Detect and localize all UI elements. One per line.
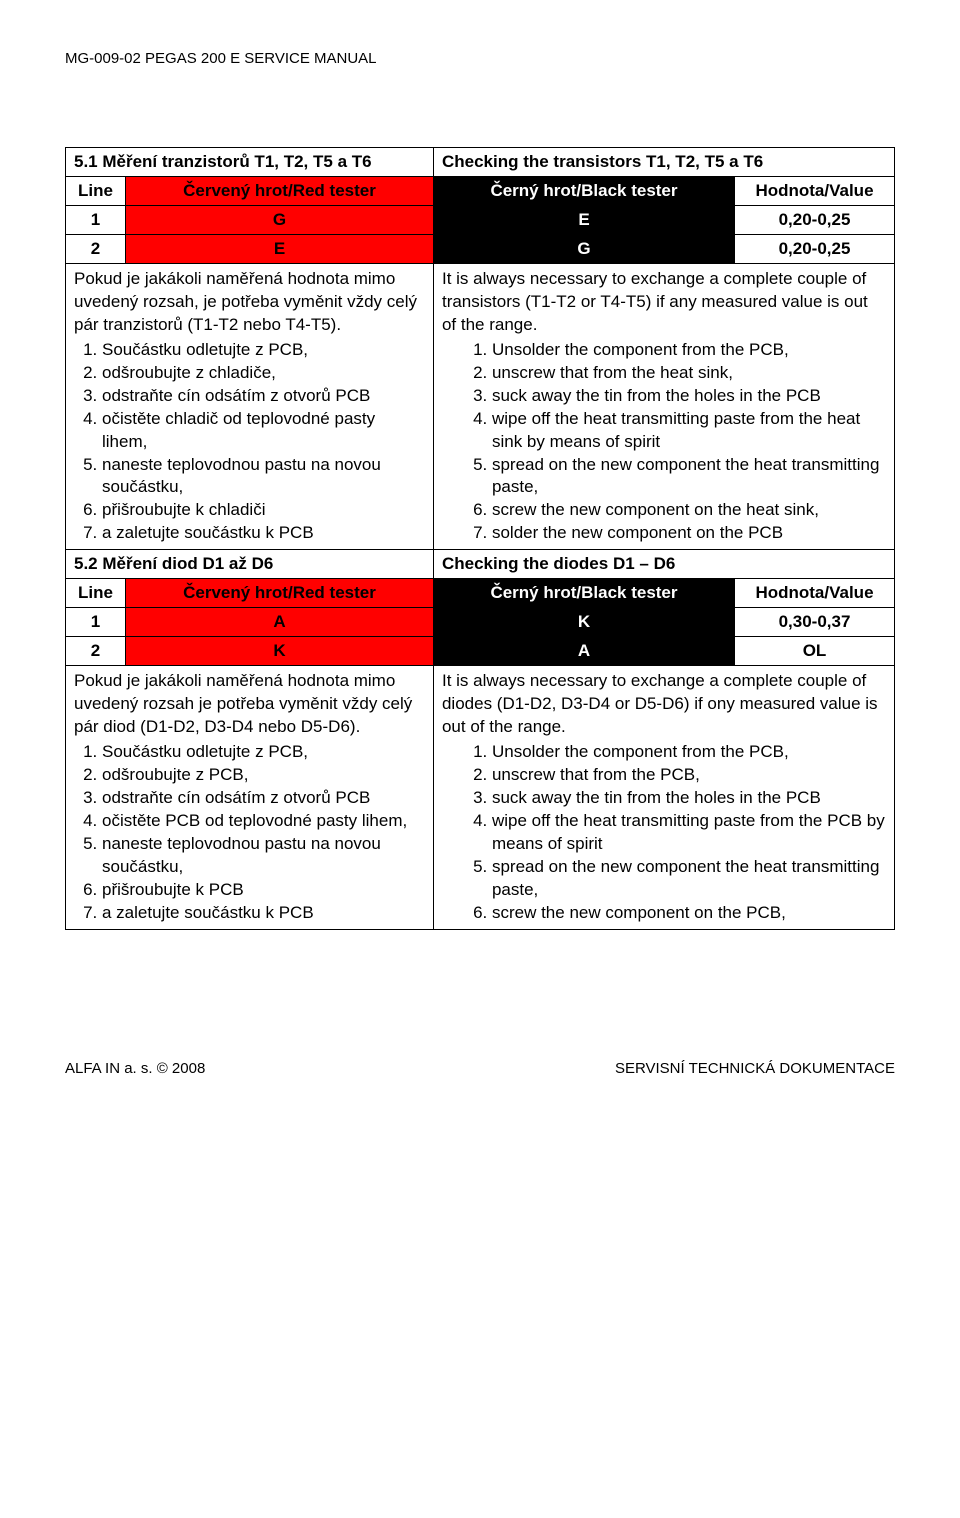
section2-header-row: Line Červený hrot/Red tester Černý hrot/… <box>66 579 895 608</box>
section2-row1: 1 A K 0,30-0,37 <box>66 608 895 637</box>
section2-instructions-left: Pokud je jakákoli naměřená hodnota mimo … <box>66 666 434 929</box>
section1-row1-red: G <box>126 206 434 235</box>
section2-header-red: Červený hrot/Red tester <box>126 579 434 608</box>
list-item: očistěte PCB od teplovodné pasty lihem, <box>102 810 425 833</box>
page-footer: ALFA IN a. s. © 2008 SERVISNÍ TECHNICKÁ … <box>65 1060 895 1077</box>
list-item: odstraňte cín odsátím z otvorů PCB <box>102 787 425 810</box>
section2-row2: 2 K A OL <box>66 637 895 666</box>
list-item: naneste teplovodnou pastu na novou součá… <box>102 454 425 500</box>
section1-right-list: Unsolder the component from the PCB,unsc… <box>442 339 886 545</box>
section1-header-row: Line Červený hrot/Red tester Černý hrot/… <box>66 177 895 206</box>
section1-instructions-row: Pokud je jakákoli naměřená hodnota mimo … <box>66 264 895 550</box>
section2-row2-black: A <box>433 637 734 666</box>
section2-instructions-right: It is always necessary to exchange a com… <box>433 666 894 929</box>
section1-row1-value: 0,20-0,25 <box>735 206 895 235</box>
section1-header-red: Červený hrot/Red tester <box>126 177 434 206</box>
list-item: Součástku odletujte z PCB, <box>102 741 425 764</box>
section2-title-row: 5.2 Měření diod D1 až D6 Checking the di… <box>66 550 895 579</box>
section1-instructions-right: It is always necessary to exchange a com… <box>433 264 894 550</box>
list-item: odšroubujte z chladiče, <box>102 362 425 385</box>
list-item: a zaletujte součástku k PCB <box>102 902 425 925</box>
section1-header-line: Line <box>66 177 126 206</box>
list-item: odšroubujte z PCB, <box>102 764 425 787</box>
list-item: suck away the tin from the holes in the … <box>492 385 886 408</box>
section2-row2-line: 2 <box>66 637 126 666</box>
list-item: unscrew that from the PCB, <box>492 764 886 787</box>
list-item: naneste teplovodnou pastu na novou součá… <box>102 833 425 879</box>
list-item: Unsolder the component from the PCB, <box>492 339 886 362</box>
page-header: MG-009-02 PEGAS 200 E SERVICE MANUAL <box>65 50 895 67</box>
section2-header-line: Line <box>66 579 126 608</box>
section1-instructions-left: Pokud je jakákoli naměřená hodnota mimo … <box>66 264 434 550</box>
list-item: spread on the new component the heat tra… <box>492 454 886 500</box>
section2-title-left: 5.2 Měření diod D1 až D6 <box>66 550 434 579</box>
section2-row1-line: 1 <box>66 608 126 637</box>
section1-row1-line: 1 <box>66 206 126 235</box>
main-table: 5.1 Měření tranzistorů T1, T2, T5 a T6 C… <box>65 147 895 930</box>
section1-header-black: Černý hrot/Black tester <box>433 177 734 206</box>
section2-right-list: Unsolder the component from the PCB,unsc… <box>442 741 886 925</box>
section2-right-intro: It is always necessary to exchange a com… <box>442 670 886 739</box>
section2-left-list: Součástku odletujte z PCB,odšroubujte z … <box>74 741 425 925</box>
section2-header-value: Hodnota/Value <box>735 579 895 608</box>
list-item: wipe off the heat transmitting paste fro… <box>492 810 886 856</box>
footer-left: ALFA IN a. s. © 2008 <box>65 1060 205 1077</box>
section2-left-intro: Pokud je jakákoli naměřená hodnota mimo … <box>74 670 425 739</box>
section2-row1-black: K <box>433 608 734 637</box>
footer-right: SERVISNÍ TECHNICKÁ DOKUMENTACE <box>615 1060 895 1077</box>
section1-left-list: Součástku odletujte z PCB,odšroubujte z … <box>74 339 425 545</box>
list-item: přišroubujte k chladiči <box>102 499 425 522</box>
section1-title-left: 5.1 Měření tranzistorů T1, T2, T5 a T6 <box>66 148 434 177</box>
list-item: spread on the new component the heat tra… <box>492 856 886 902</box>
list-item: screw the new component on the heat sink… <box>492 499 886 522</box>
section1-row2-red: E <box>126 235 434 264</box>
section1-title-row: 5.1 Měření tranzistorů T1, T2, T5 a T6 C… <box>66 148 895 177</box>
section1-row2-black: G <box>433 235 734 264</box>
section1-left-intro: Pokud je jakákoli naměřená hodnota mimo … <box>74 268 425 337</box>
section1-row2: 2 E G 0,20-0,25 <box>66 235 895 264</box>
list-item: přišroubujte k PCB <box>102 879 425 902</box>
section2-row1-value: 0,30-0,37 <box>735 608 895 637</box>
list-item: a zaletujte součástku k PCB <box>102 522 425 545</box>
list-item: solder the new component on the PCB <box>492 522 886 545</box>
list-item: unscrew that from the heat sink, <box>492 362 886 385</box>
list-item: Unsolder the component from the PCB, <box>492 741 886 764</box>
section1-row1-black: E <box>433 206 734 235</box>
section2-row2-red: K <box>126 637 434 666</box>
list-item: očistěte chladič od teplovodné pasty lih… <box>102 408 425 454</box>
section2-instructions-row: Pokud je jakákoli naměřená hodnota mimo … <box>66 666 895 929</box>
list-item: screw the new component on the PCB, <box>492 902 886 925</box>
list-item: odstraňte cín odsátím z otvorů PCB <box>102 385 425 408</box>
list-item: wipe off the heat transmitting paste fro… <box>492 408 886 454</box>
list-item: Součástku odletujte z PCB, <box>102 339 425 362</box>
section2-header-black: Černý hrot/Black tester <box>433 579 734 608</box>
section1-row1: 1 G E 0,20-0,25 <box>66 206 895 235</box>
section1-row2-value: 0,20-0,25 <box>735 235 895 264</box>
section2-title-right: Checking the diodes D1 – D6 <box>433 550 894 579</box>
section1-row2-line: 2 <box>66 235 126 264</box>
section2-row2-value: OL <box>735 637 895 666</box>
section1-right-intro: It is always necessary to exchange a com… <box>442 268 886 337</box>
section2-row1-red: A <box>126 608 434 637</box>
section1-header-value: Hodnota/Value <box>735 177 895 206</box>
list-item: suck away the tin from the holes in the … <box>492 787 886 810</box>
section1-title-right: Checking the transistors T1, T2, T5 a T6 <box>433 148 894 177</box>
